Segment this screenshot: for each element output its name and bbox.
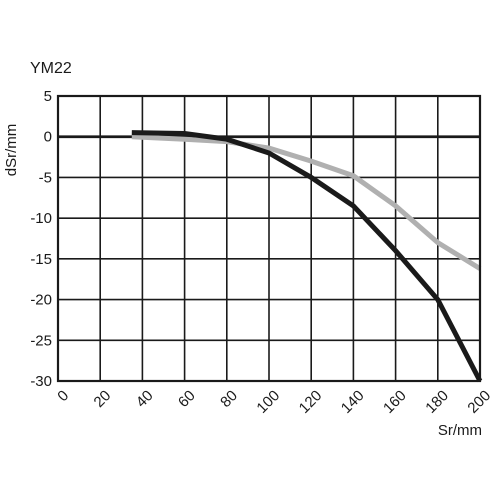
x-tick-labels: 0 20 40 60 80 100 120 140 160 180 200 — [54, 387, 494, 417]
x-tick-label: 60 — [175, 387, 199, 411]
y-axis-title: dSr/mm — [3, 124, 20, 177]
y-tick-label: -10 — [30, 210, 52, 227]
x-axis-title: Sr/mm — [438, 422, 482, 439]
x-tick-label: 160 — [380, 387, 410, 417]
plot-frame — [56, 94, 482, 383]
chart-title: YM22 — [30, 60, 72, 77]
x-tick-label: 100 — [253, 387, 283, 417]
x-tick-label: 0 — [54, 387, 72, 405]
x-tick-label: 20 — [91, 387, 115, 411]
y-tick-label: -25 — [30, 332, 52, 349]
y-tick-label: 5 — [44, 88, 52, 105]
x-tick-label: 180 — [422, 387, 452, 417]
x-tick-label: 140 — [338, 387, 368, 417]
x-tick-label: 80 — [217, 387, 241, 411]
x-tick-label: 40 — [133, 387, 157, 411]
series-lines — [131, 130, 483, 383]
grid — [57, 95, 481, 382]
x-tick-label: 120 — [296, 387, 326, 417]
y-tick-label: -15 — [30, 251, 52, 268]
series-line-1 — [131, 130, 483, 383]
y-tick-label: -20 — [30, 292, 52, 309]
x-tick-label: 200 — [464, 387, 494, 417]
y-tick-label: 0 — [44, 129, 52, 146]
y-tick-label: -5 — [39, 169, 52, 186]
series-line-2 — [131, 134, 482, 271]
y-tick-label: -30 — [30, 373, 52, 390]
y-tick-labels: 5 0 -5 -10 -15 -20 -25 -30 — [30, 88, 52, 390]
plot-border — [56, 94, 482, 383]
